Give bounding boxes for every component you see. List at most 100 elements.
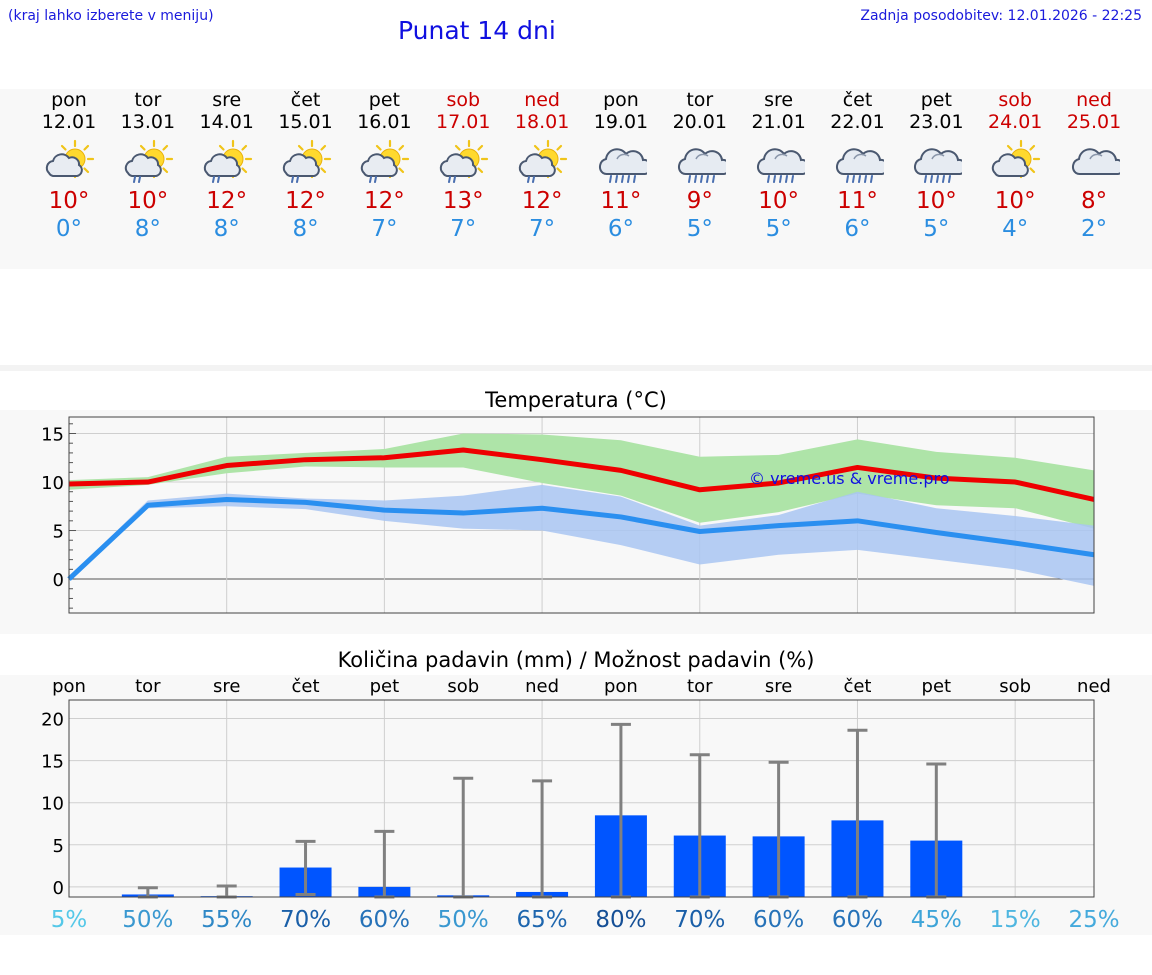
day-name: sre [764,89,794,111]
location-hint[interactable]: (kraj lahko izberete v meniju) [8,8,214,24]
day-column: pon 12.01 10° 0° [29,89,109,243]
min-temperature: 8° [134,216,161,242]
partly-cloudy-light-rain-icon [282,139,331,183]
day-name: čet [842,89,873,111]
watermark: © vreme.us & vreme.pro [749,469,950,488]
max-temperature: 8° [1080,188,1108,214]
x-day-label: ned [525,676,559,697]
precipitation-chart: pon tor sre čet pet sob ned pon tor sre čet pet sob n… [41,676,1119,933]
partly-cloudy-light-rain-icon [518,139,568,183]
min-temperature: 7° [450,216,477,242]
precip-probability: 60% [359,907,410,933]
min-temperature: 5° [923,216,950,242]
min-temperature: 5° [686,216,713,242]
max-temperature: 12° [364,188,405,214]
min-temperature: 2° [1080,216,1108,242]
partly-cloudy-sun-icon [45,139,95,179]
max-temperature: 10° [758,188,800,214]
precip-probability: 55% [201,907,252,933]
min-temperature: 7° [529,216,556,242]
max-temperature: 12° [206,188,248,214]
min-temperature: 8° [292,216,319,242]
x-day-label: čet [292,676,320,697]
x-day-label: tor [687,676,713,697]
day-column: sob 24.01 10° 4° [975,89,1055,243]
day-date: 18.01 [514,111,570,133]
day-date: 20.01 [672,111,727,133]
min-temperature: 6° [844,216,871,242]
day-name: ned [524,89,560,111]
min-temperature: 5° [765,216,792,242]
day-name: sre [212,89,242,111]
day-name: čet [290,89,321,111]
y-tick-label: 15 [41,752,64,773]
precip-probability: 70% [674,907,725,933]
day-name: pon [603,89,639,111]
day-name: tor [134,89,162,111]
plot-frame [68,416,1095,614]
forecast-band [0,89,1152,269]
max-temperature: 13° [442,188,484,214]
day-name: ned [1076,89,1112,111]
day-column: sre 21.01 10° 5° [739,89,819,243]
x-day-label: sre [213,676,240,697]
day-name: pon [51,89,87,111]
partly-cloudy-light-rain-icon [440,139,489,183]
temperature-chart-title: Temperatura (°C) [485,388,667,412]
day-column: ned 18.01 12° 7° [502,89,582,243]
day-column: pet 23.01 10° 5° [896,89,976,243]
y-tick-label: 0 [53,570,64,591]
max-temperature-line [68,447,1095,502]
min-temperature: 4° [1002,216,1029,242]
max-temperature: 12° [521,188,563,214]
x-day-label: ned [1077,676,1111,697]
day-column: pet 16.01 12° 7° [344,89,424,243]
min-temperature: 0° [55,216,83,242]
x-day-label: čet [843,676,871,697]
day-name: sob [998,89,1032,111]
day-date: 19.01 [593,111,649,133]
day-name: sob [446,89,481,111]
x-day-label: pet [370,676,400,697]
min-temperature: 7° [371,216,398,242]
day-date: 22.01 [830,111,885,133]
temperature-chart: 0 5 10 15 © vreme.us & vreme.pro [41,416,1095,614]
cloudy-rain-icon [756,148,805,183]
cloudy-rain-icon [835,148,884,183]
y-tick-label: 20 [41,710,64,731]
min-temperature: 8° [213,216,240,242]
separator [0,365,1152,371]
max-temperature: 9° [686,188,713,214]
precip-probability: 25% [1068,907,1119,933]
max-temperature: 11° [600,188,642,214]
day-date: 17.01 [436,111,491,133]
max-temperature: 10° [915,188,957,214]
day-column: pon 19.01 11° 6° [581,89,661,243]
page-title: Punat 14 dni [398,16,556,45]
min-range-band [69,484,1094,586]
y-tick-label: 10 [41,473,64,494]
day-column: sob 17.01 13° 7° [423,89,503,243]
precip-probability: 50% [438,907,489,933]
plot-frame [68,699,1095,898]
last-updated: Zadnja posodobitev: 12.01.2026 - 22:25 [860,8,1142,24]
precip-probability: 60% [832,907,883,933]
day-date: 25.01 [1066,111,1122,133]
day-date: 15.01 [278,111,333,133]
x-day-label: sob [999,676,1031,697]
cloudy-rain-icon [598,148,647,183]
day-name: pet [368,89,400,111]
partly-cloudy-light-rain-icon [203,139,252,183]
precip-probability: 15% [990,907,1041,933]
x-day-label: sob [447,676,479,697]
y-tick-label: 5 [53,836,64,857]
max-temperature: 10° [48,188,90,214]
day-column: tor 13.01 10° 8° [108,89,188,243]
y-tick-label: 15 [41,424,64,445]
day-date: 24.01 [987,111,1043,133]
precip-probability: 70% [280,907,331,933]
day-date: 12.01 [41,111,97,133]
cloudy-rain-icon [677,148,726,183]
precip-probability: 65% [517,907,568,933]
cloudy-icon [1072,148,1121,176]
